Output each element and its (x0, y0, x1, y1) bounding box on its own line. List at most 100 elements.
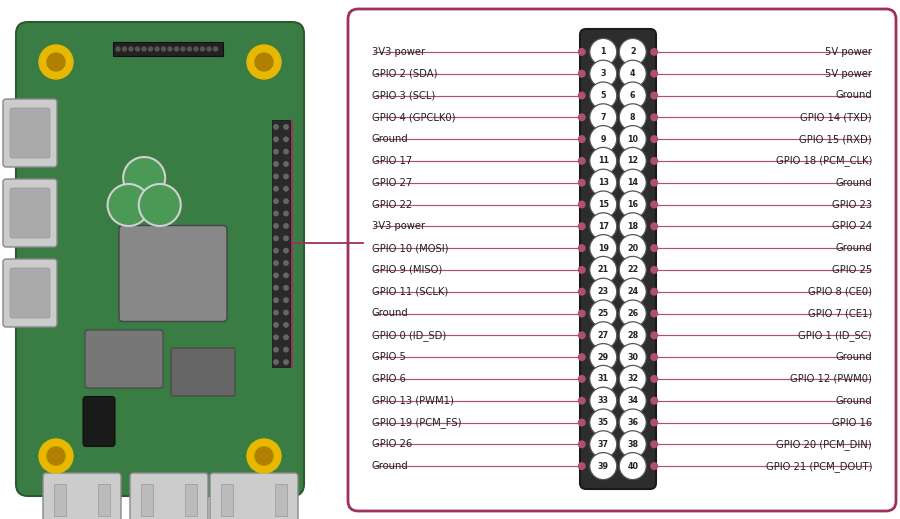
Circle shape (650, 157, 658, 165)
Text: Ground: Ground (835, 177, 872, 188)
Circle shape (284, 174, 288, 179)
FancyBboxPatch shape (10, 188, 50, 238)
Text: GPIO 24: GPIO 24 (832, 221, 872, 231)
Circle shape (274, 261, 278, 265)
Text: 7: 7 (600, 113, 606, 122)
Text: 3V3 power: 3V3 power (372, 47, 425, 57)
Text: GPIO 22: GPIO 22 (372, 199, 412, 210)
Text: Ground: Ground (835, 243, 872, 253)
Text: GPIO 2 (SDA): GPIO 2 (SDA) (372, 69, 437, 79)
Circle shape (148, 47, 152, 51)
Circle shape (650, 462, 658, 470)
Circle shape (284, 224, 288, 228)
FancyBboxPatch shape (3, 99, 57, 167)
Circle shape (590, 409, 616, 436)
Text: Ground: Ground (835, 90, 872, 101)
Text: Ground: Ground (835, 352, 872, 362)
Circle shape (578, 113, 586, 121)
Circle shape (47, 447, 65, 465)
Bar (98, 484, 110, 516)
Circle shape (274, 187, 278, 191)
Text: 27: 27 (598, 331, 608, 340)
Text: 30: 30 (627, 352, 638, 362)
Text: 35: 35 (598, 418, 608, 427)
Text: GPIO 17: GPIO 17 (372, 156, 412, 166)
Circle shape (181, 47, 185, 51)
Text: 21: 21 (598, 265, 608, 275)
Circle shape (619, 235, 646, 262)
Text: 10: 10 (627, 134, 638, 144)
Text: 29: 29 (598, 352, 608, 362)
Circle shape (168, 47, 172, 51)
Text: GPIO 9 (MISO): GPIO 9 (MISO) (372, 265, 442, 275)
Text: GPIO 16: GPIO 16 (832, 417, 872, 428)
Circle shape (578, 200, 586, 209)
Circle shape (122, 47, 127, 51)
Circle shape (274, 162, 278, 166)
Circle shape (274, 224, 278, 228)
Circle shape (590, 147, 616, 174)
Circle shape (619, 213, 646, 240)
Circle shape (284, 335, 288, 339)
Circle shape (213, 47, 218, 51)
Circle shape (274, 211, 278, 216)
FancyBboxPatch shape (10, 268, 50, 318)
Text: 24: 24 (627, 287, 638, 296)
Bar (141, 484, 153, 516)
FancyBboxPatch shape (83, 397, 115, 446)
Circle shape (578, 309, 586, 318)
FancyBboxPatch shape (3, 259, 57, 327)
Circle shape (274, 125, 278, 129)
Text: GPIO 4 (GPCLK0): GPIO 4 (GPCLK0) (372, 112, 455, 122)
Circle shape (590, 126, 616, 153)
Circle shape (274, 236, 278, 240)
Text: 23: 23 (598, 287, 608, 296)
Circle shape (619, 453, 646, 480)
Text: 12: 12 (627, 156, 638, 166)
Circle shape (650, 309, 658, 318)
Circle shape (590, 278, 616, 305)
FancyBboxPatch shape (3, 179, 57, 247)
Circle shape (578, 179, 586, 187)
Text: 11: 11 (598, 156, 608, 166)
Circle shape (619, 431, 646, 458)
Circle shape (274, 360, 278, 364)
Text: 17: 17 (598, 222, 608, 231)
Text: GPIO 7 (CE1): GPIO 7 (CE1) (808, 308, 872, 319)
Circle shape (274, 174, 278, 179)
Text: Ground: Ground (372, 308, 409, 319)
FancyBboxPatch shape (43, 473, 121, 519)
Circle shape (578, 353, 586, 361)
Text: 37: 37 (598, 440, 608, 449)
Text: 39: 39 (598, 461, 608, 471)
Text: GPIO 15 (RXD): GPIO 15 (RXD) (799, 134, 872, 144)
Circle shape (578, 91, 586, 100)
Circle shape (274, 149, 278, 154)
Circle shape (590, 453, 616, 480)
Circle shape (108, 184, 149, 226)
Text: 8: 8 (630, 113, 635, 122)
Text: GPIO 18 (PCM_CLK): GPIO 18 (PCM_CLK) (776, 156, 872, 167)
Circle shape (123, 157, 166, 199)
FancyBboxPatch shape (85, 330, 163, 388)
Bar (185, 484, 197, 516)
Text: 33: 33 (598, 396, 608, 405)
Circle shape (201, 47, 204, 51)
Circle shape (139, 184, 181, 226)
Circle shape (650, 418, 658, 427)
Circle shape (578, 48, 586, 56)
Text: 5V power: 5V power (825, 47, 872, 57)
Circle shape (284, 125, 288, 129)
Circle shape (590, 365, 616, 392)
Bar (272, 119, 290, 367)
Text: 6: 6 (630, 91, 635, 100)
Text: 40: 40 (627, 461, 638, 471)
Text: GPIO 13 (PWM1): GPIO 13 (PWM1) (372, 395, 454, 406)
Circle shape (255, 53, 273, 71)
FancyBboxPatch shape (580, 29, 656, 489)
Circle shape (175, 47, 178, 51)
Circle shape (284, 249, 288, 253)
Circle shape (650, 48, 658, 56)
Text: GPIO 14 (TXD): GPIO 14 (TXD) (800, 112, 872, 122)
Text: 28: 28 (627, 331, 638, 340)
